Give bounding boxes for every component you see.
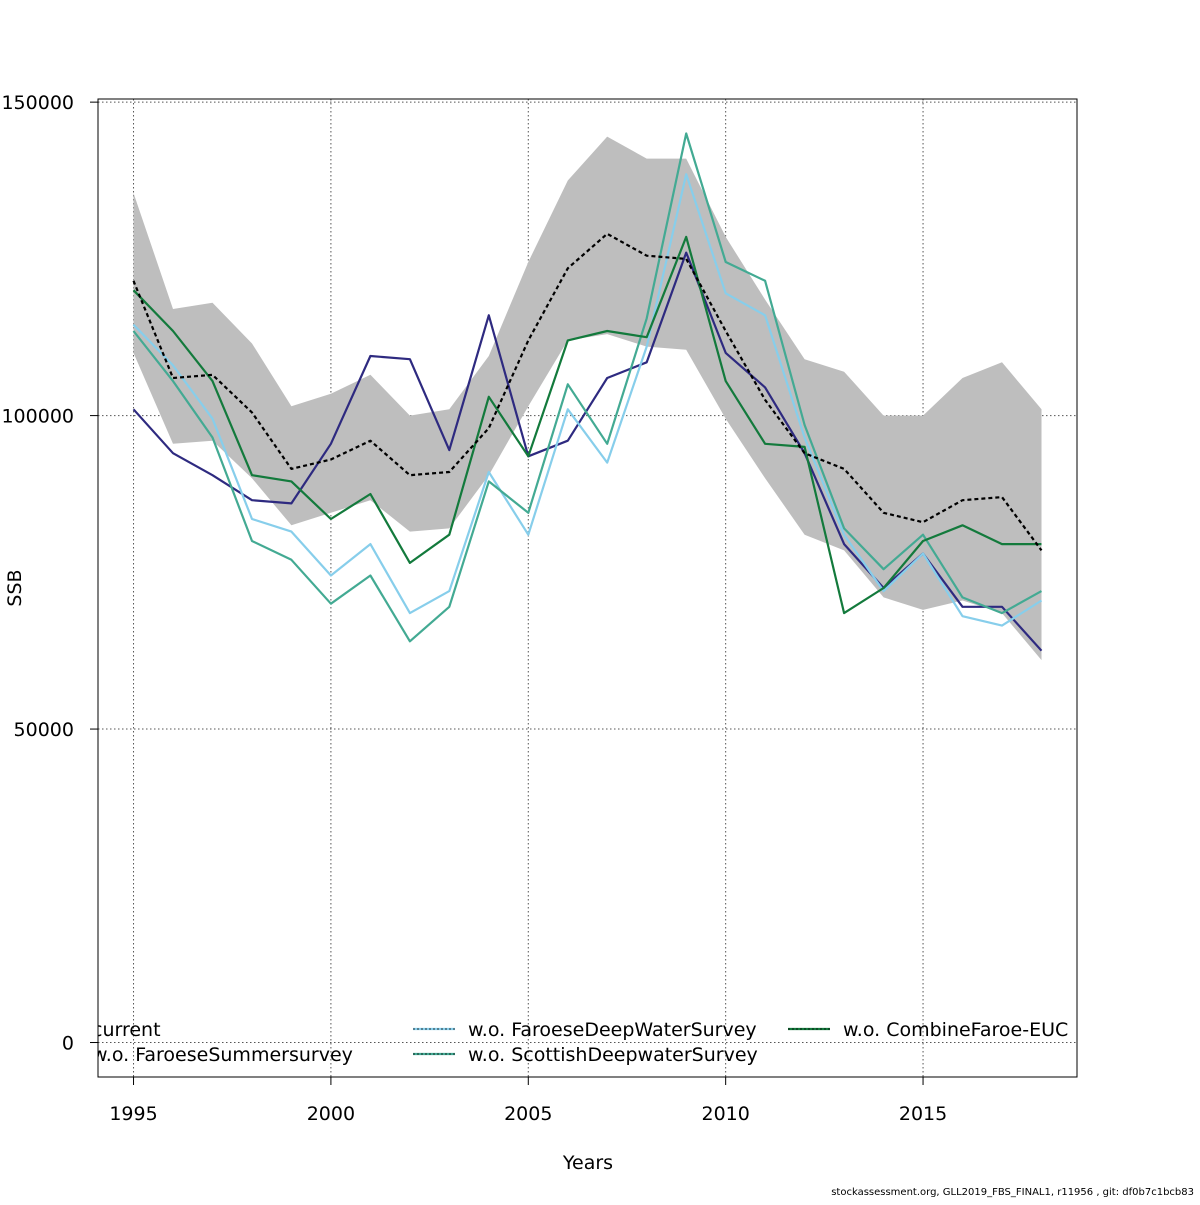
x-tick-label: 1995 <box>109 1103 157 1125</box>
series-line-w-o-combinefaroe-euc <box>132 235 1042 615</box>
x-tick-label: 2005 <box>504 1103 552 1125</box>
series-group <box>132 132 1043 652</box>
y-tick-label: 100000 <box>1 406 74 428</box>
y-tick-label: 50000 <box>14 719 74 741</box>
x-tick-label: 2015 <box>899 1103 947 1125</box>
y-axis-label: SSB <box>4 569 26 606</box>
legend: current w.o. FaroeseSummersurvey w.o. Faro… <box>92 1019 1068 1066</box>
y-tick-label: 0 <box>62 1033 74 1055</box>
footer-note: stockassessment.org, GLL2019_FBS_FINAL1,… <box>831 1187 1194 1198</box>
legend-label: current <box>92 1019 161 1041</box>
series-line-w-o-faroesesummersurvey <box>132 251 1043 652</box>
legend-label: w.o. ScottishDeepwaterSurvey <box>468 1044 758 1066</box>
confidence-band <box>133 136 1042 661</box>
series-line-w-o-scottishdeepwatersurvey <box>132 132 1043 643</box>
series-line-w-o-faroesedeepwatersurvey <box>132 173 1043 627</box>
x-tick-label: 2010 <box>701 1103 749 1125</box>
legend-label: w.o. FaroeseDeepWaterSurvey <box>468 1019 757 1041</box>
series-line-current <box>132 232 1043 552</box>
plot-frame <box>97 98 1078 1078</box>
x-axis-label: Years <box>562 1152 613 1174</box>
y-tick-label: 150000 <box>1 92 74 114</box>
x-tick-label: 2000 <box>307 1103 355 1125</box>
confidence-band-group <box>133 136 1042 661</box>
axes: 1995 2000 2005 2010 2015 0 50000 100000 150000 <box>1 92 1078 1125</box>
legend-label: w.o. FaroeseSummersurvey <box>92 1044 353 1066</box>
legend-label: w.o. CombineFaroe-EUC <box>843 1019 1068 1041</box>
